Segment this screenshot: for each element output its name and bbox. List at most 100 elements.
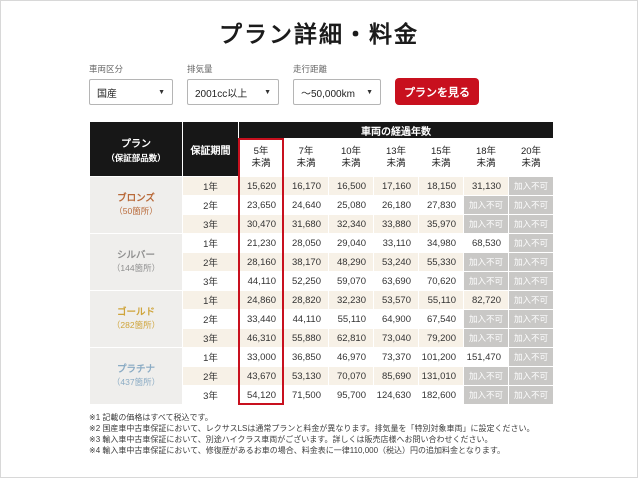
price-cell: 124,630	[374, 386, 418, 404]
price-cell: 59,070	[329, 272, 373, 290]
price-cell: 55,110	[419, 291, 463, 309]
warranty-period-cell: 1年	[183, 177, 238, 195]
price-cell: 16,500	[329, 177, 373, 195]
not-available-cell: 加入不可	[509, 310, 554, 328]
plan-name-cell: ブロンズ （50箇所）	[90, 177, 182, 233]
plan-parts-count: （437箇所）	[111, 376, 161, 387]
age-suffix: 未満	[476, 157, 496, 169]
price-cell: 25,080	[329, 196, 373, 214]
warranty-period-cell: 3年	[183, 386, 238, 404]
price-cell: 26,180	[374, 196, 418, 214]
view-plan-button[interactable]: プランを見る	[395, 78, 479, 105]
price-cell: 33,880	[374, 215, 418, 233]
price-cell: 85,690	[374, 367, 418, 385]
price-cell: 24,860	[239, 291, 283, 309]
not-available-cell: 加入不可	[509, 386, 554, 404]
age-column-header: 20年 未満	[509, 139, 554, 176]
not-available-cell: 加入不可	[509, 348, 554, 366]
price-cell: 36,850	[284, 348, 328, 366]
displacement-value: 2001cc以上	[195, 88, 248, 100]
plan-header-line1: プラン	[121, 138, 151, 150]
price-cell: 35,970	[419, 215, 463, 233]
price-cell: 24,640	[284, 196, 328, 214]
plan-name: シルバー	[116, 250, 155, 262]
plan-column-header: プラン （保証部品数）	[90, 122, 182, 176]
price-cell: 73,040	[374, 329, 418, 347]
not-available-cell: 加入不可	[509, 272, 554, 290]
not-available-cell: 加入不可	[509, 234, 554, 252]
not-available-cell: 加入不可	[464, 196, 508, 214]
table-row: シルバー （144箇所） 1年 21,230 28,050 29,040 33,110 34,…	[90, 234, 554, 290]
displacement-filter: 排気量 2001cc以上 ▼	[187, 63, 279, 105]
displacement-label: 排気量	[187, 64, 213, 74]
not-available-cell: 加入不可	[509, 367, 554, 385]
plan-parts-count: （282箇所）	[111, 319, 161, 330]
mileage-select[interactable]: ～50,000km ▼	[293, 79, 381, 105]
warranty-period-cell: 1年	[183, 291, 238, 309]
price-cell: 71,500	[284, 386, 328, 404]
price-cell: 31,130	[464, 177, 508, 195]
age-years: 15年	[430, 145, 452, 157]
price-cell: 55,880	[284, 329, 328, 347]
vehicle-age-group-header: 車両の経過年数	[239, 122, 554, 138]
price-cell: 21,230	[239, 234, 283, 252]
age-suffix: 未満	[386, 157, 406, 169]
chevron-down-icon: ▼	[264, 88, 271, 96]
age-suffix: 未満	[431, 157, 451, 169]
displacement-select[interactable]: 2001cc以上 ▼	[187, 79, 279, 105]
age-suffix: 未満	[521, 157, 541, 169]
vehicle-class-select[interactable]: 国産 ▼	[89, 79, 173, 105]
price-cell: 18,150	[419, 177, 463, 195]
warranty-period-cell: 2年	[183, 253, 238, 271]
footnote: ※2 国産車中古車保証において、レクサスLSは通常プランと料金が異なります。排気…	[89, 424, 535, 433]
price-cell: 38,170	[284, 253, 328, 271]
mileage-value: ～50,000km	[301, 88, 355, 100]
warranty-period-cell: 3年	[183, 272, 238, 290]
table-row: ゴールド （282箇所） 1年 24,860 28,820 32,230 53,570 55,…	[90, 291, 554, 347]
not-available-cell: 加入不可	[509, 329, 554, 347]
vehicle-class-label: 車両区分	[89, 64, 124, 74]
table-row: 2年 43,670 53,130 70,070 85,690 131,010 加入不可 加入不…	[90, 367, 554, 385]
not-available-cell: 加入不可	[464, 253, 508, 271]
price-cell: 46,970	[329, 348, 373, 366]
price-cell: 32,230	[329, 291, 373, 309]
warranty-period-cell: 1年	[183, 348, 238, 366]
age-years: 7年	[298, 145, 314, 157]
age-suffix: 未満	[251, 157, 271, 169]
plan-name-cell: ゴールド （282箇所）	[90, 291, 182, 347]
not-available-cell: 加入不可	[509, 253, 554, 271]
table-row: 2年 23,650 24,640 25,080 26,180 27,830 加入不可 加入不可	[90, 196, 554, 214]
plan-parts-count: （144箇所）	[111, 262, 161, 273]
age-years: 10年	[340, 145, 362, 157]
age-column-header: 7年 未満	[284, 139, 328, 176]
price-cell: 64,900	[374, 310, 418, 328]
table-row: ブロンズ （50箇所） 1年 15,620 16,170 16,500 17,160 18,1…	[90, 177, 554, 233]
plan-name-cell: シルバー （144箇所）	[90, 234, 182, 290]
price-cell: 53,130	[284, 367, 328, 385]
price-cell: 70,620	[419, 272, 463, 290]
table-row: 2年 28,160 38,170 48,290 53,240 55,330 加入不可 加入不可	[90, 253, 554, 271]
warranty-period-cell: 2年	[183, 196, 238, 214]
not-available-cell: 加入不可	[464, 310, 508, 328]
price-cell: 33,000	[239, 348, 283, 366]
price-cell: 33,440	[239, 310, 283, 328]
price-cell: 151,470	[464, 348, 508, 366]
age-years: 5年	[253, 145, 269, 157]
age-suffix: 未満	[296, 157, 316, 169]
age-years: 18年	[475, 145, 497, 157]
price-cell: 53,240	[374, 253, 418, 271]
price-cell: 28,160	[239, 253, 283, 271]
price-cell: 33,110	[374, 234, 418, 252]
price-cell: 29,040	[329, 234, 373, 252]
price-cell: 55,330	[419, 253, 463, 271]
price-cell: 55,110	[329, 310, 373, 328]
footnote: ※1 記載の価格はすべて税込です。	[89, 413, 213, 422]
not-available-cell: 加入不可	[464, 215, 508, 233]
price-cell: 63,690	[374, 272, 418, 290]
pricing-table: プラン （保証部品数） 保証期間 車両の経過年数 5年 未満 7年 未満 10年 未満 13…	[89, 121, 554, 405]
price-cell: 79,200	[419, 329, 463, 347]
price-cell: 27,830	[419, 196, 463, 214]
plan-header-line2: （保証部品数）	[106, 152, 166, 163]
warranty-period-cell: 3年	[183, 329, 238, 347]
